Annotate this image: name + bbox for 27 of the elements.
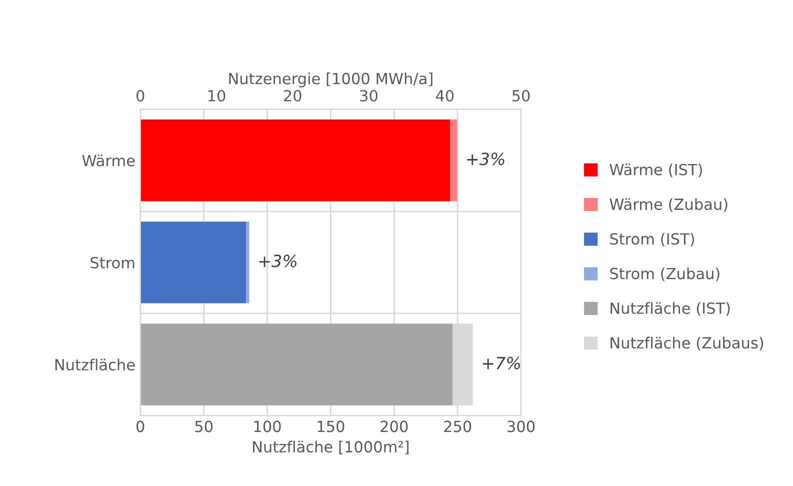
legend-label: Wärme (IST) [610, 164, 702, 178]
legend-label: Nutzfläche (IST) [610, 302, 730, 316]
annotation: +7% [482, 356, 520, 370]
x-tick-label: 50 [195, 420, 213, 432]
x2-axis-title: Nutzenergie [1000 MWh/a] [229, 72, 432, 88]
x-tick-label: 300 [508, 420, 535, 432]
legend-label: Strom (Zubau) [610, 268, 720, 282]
legend-label: Strom (IST) [610, 232, 694, 246]
annotation: +3% [467, 152, 504, 166]
x2-tick-label: 50 [512, 90, 530, 102]
y-tick-label: Nutzfläche [55, 358, 135, 371]
x2-tick-label: 10 [208, 90, 226, 102]
x2-tick-label: 20 [284, 90, 302, 102]
annotation: +3% [259, 254, 296, 268]
x-tick-label: 250 [444, 420, 472, 432]
x2-tick-label: 40 [436, 90, 454, 102]
x-axis-title: Nutzfläche [1000m²] [253, 440, 408, 454]
y-tick-label: Wärme [82, 154, 135, 166]
x-tick-label: 150 [318, 420, 344, 432]
y-tick-label: Strom [90, 256, 134, 268]
legend-label: Nutzfläche (Zubaus) [610, 336, 764, 350]
x-tick-label: 200 [380, 420, 408, 432]
x-tick-label: 100 [254, 420, 281, 432]
x2-tick-label: 30 [360, 90, 378, 102]
x-tick-label: 0 [136, 420, 144, 432]
legend-label: Wärme (Zubau) [610, 198, 728, 212]
x2-tick-label: 0 [136, 90, 144, 102]
